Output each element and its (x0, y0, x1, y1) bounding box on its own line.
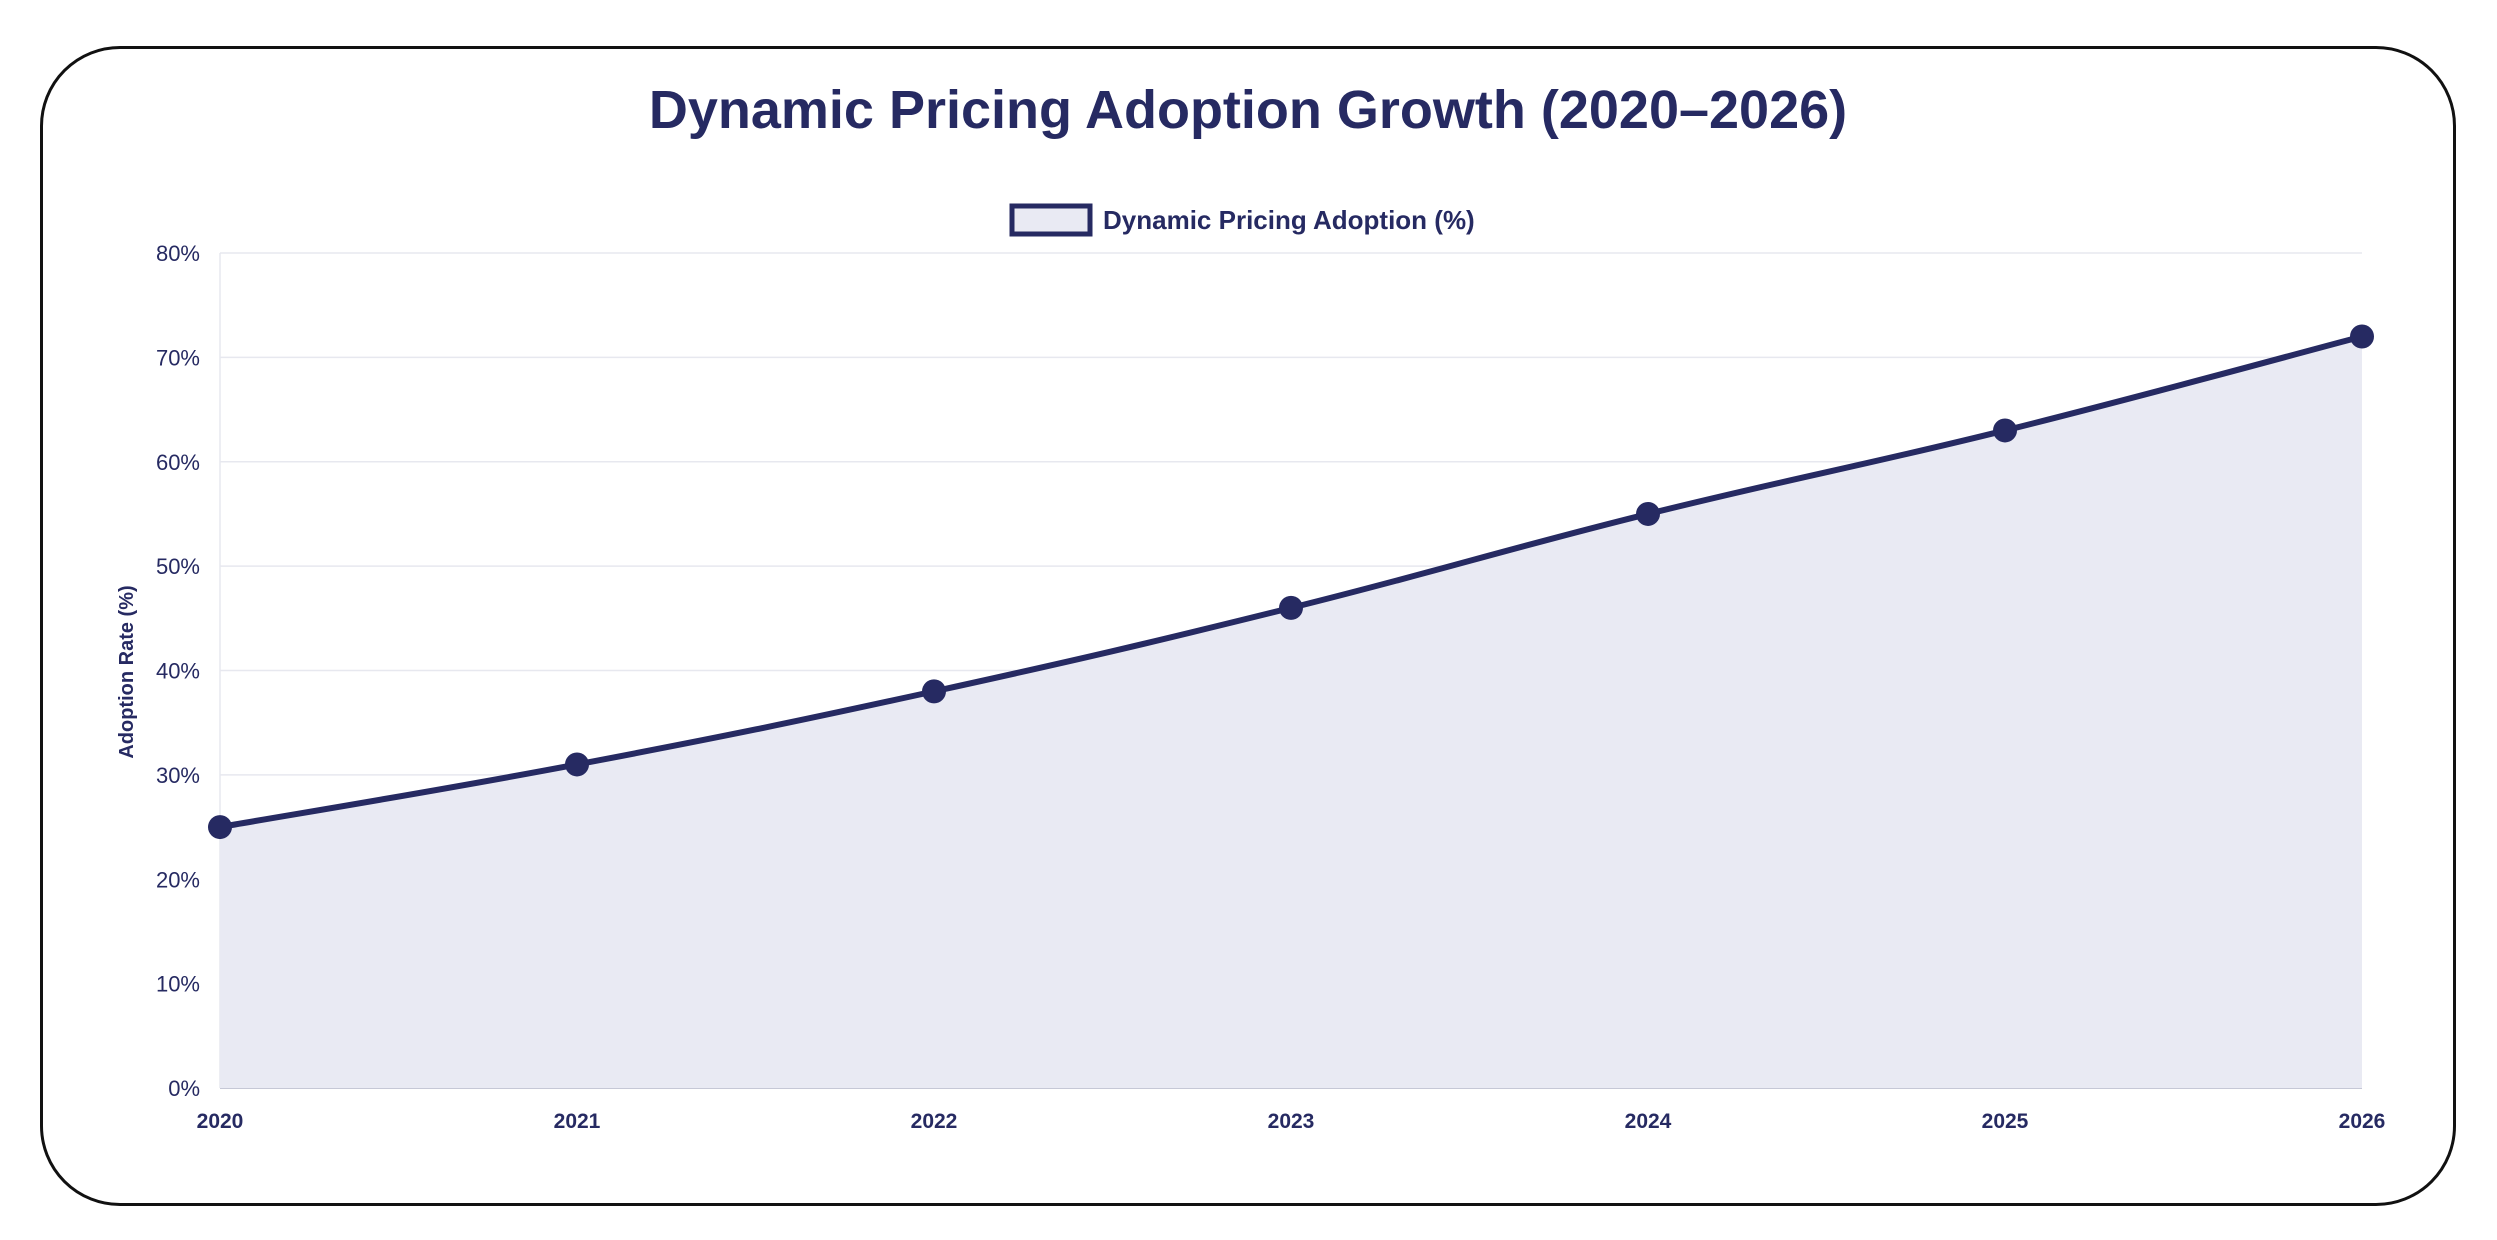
y-tick-label: 30% (156, 763, 200, 788)
data-points (208, 324, 2374, 840)
y-tick-label: 40% (156, 659, 200, 684)
data-point (1636, 501, 1660, 526)
data-point (922, 679, 946, 704)
chart-title: Dynamic Pricing Adoption Growth (2020–20… (649, 80, 1847, 140)
y-tick-label: 70% (156, 345, 200, 370)
x-tick-label: 2020 (197, 1110, 244, 1133)
data-point (1993, 418, 2017, 443)
x-tick-label: 2026 (2339, 1110, 2386, 1133)
x-tick-label: 2025 (1982, 1110, 2029, 1133)
y-axis-ticks: 0% 10% 20% 30% 40% 50% 60% 70% 80% (156, 241, 200, 1101)
data-point (1279, 595, 1303, 620)
legend: Dynamic Pricing Adoption (%) (1009, 203, 1475, 237)
x-tick-label: 2022 (911, 1110, 958, 1133)
y-tick-label: 60% (156, 450, 200, 475)
x-tick-label: 2023 (1268, 1110, 1315, 1133)
data-point (565, 752, 589, 777)
y-tick-label: 0% (168, 1076, 200, 1101)
area-fill (220, 336, 2362, 1088)
legend-swatch (1009, 203, 1093, 237)
y-tick-label: 80% (156, 241, 200, 266)
data-point (2350, 324, 2374, 349)
y-tick-label: 50% (156, 554, 200, 579)
y-tick-label: 20% (156, 867, 200, 892)
x-tick-label: 2021 (554, 1110, 601, 1133)
x-axis-ticks: 2020 2021 2022 2023 2024 2025 2026 (197, 1110, 2386, 1133)
y-tick-label: 10% (156, 972, 200, 997)
y-axis-label: Adoption Rate (%) (116, 585, 138, 758)
x-tick-label: 2024 (1625, 1110, 1672, 1133)
data-point (208, 815, 232, 840)
legend-label: Dynamic Pricing Adoption (%) (1103, 205, 1475, 235)
